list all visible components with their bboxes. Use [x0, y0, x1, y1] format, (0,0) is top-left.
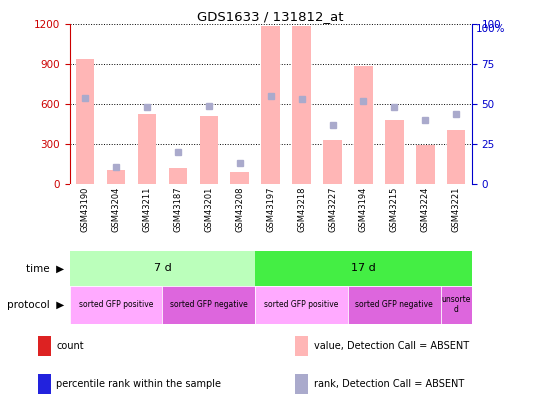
Text: 17 d: 17 d [351, 263, 376, 273]
Text: GSM43221: GSM43221 [452, 186, 461, 232]
Text: time  ▶: time ▶ [26, 263, 64, 273]
Bar [70, 251, 255, 286]
Text: GSM43194: GSM43194 [359, 186, 368, 232]
Bar [70, 286, 162, 324]
Bar [295, 335, 308, 356]
Bar [262, 26, 280, 184]
Text: protocol  ▶: protocol ▶ [7, 300, 64, 310]
Bar [107, 170, 125, 184]
Text: GSM43204: GSM43204 [111, 186, 121, 232]
Bar [441, 286, 472, 324]
Text: GSM43201: GSM43201 [204, 186, 213, 232]
Bar [385, 120, 404, 184]
Text: GSM43190: GSM43190 [80, 186, 90, 232]
Title: GDS1633 / 131812_at: GDS1633 / 131812_at [197, 10, 344, 23]
Bar [348, 286, 441, 324]
Text: GSM43227: GSM43227 [328, 186, 337, 232]
Text: GSM43218: GSM43218 [297, 186, 306, 232]
Bar [169, 168, 187, 184]
Text: GSM43208: GSM43208 [235, 186, 244, 232]
Bar [38, 335, 51, 356]
Bar [255, 251, 472, 286]
Text: GSM43211: GSM43211 [143, 186, 152, 232]
Bar [38, 374, 51, 394]
Bar [199, 116, 218, 184]
Bar [230, 172, 249, 184]
Text: count: count [56, 341, 84, 351]
Bar [292, 26, 311, 184]
Bar [255, 286, 348, 324]
Text: unsorte
d: unsorte d [442, 295, 471, 314]
Bar [76, 59, 94, 184]
Bar [354, 66, 373, 184]
Bar [323, 140, 342, 184]
Bar [447, 130, 465, 184]
Bar [162, 286, 255, 324]
Text: GSM43215: GSM43215 [390, 186, 399, 232]
Text: rank, Detection Call = ABSENT: rank, Detection Call = ABSENT [314, 379, 464, 389]
Text: percentile rank within the sample: percentile rank within the sample [56, 379, 221, 389]
Text: value, Detection Call = ABSENT: value, Detection Call = ABSENT [314, 341, 468, 351]
Bar [295, 374, 308, 394]
Text: sorted GFP positive: sorted GFP positive [264, 300, 339, 309]
Text: GSM43224: GSM43224 [421, 186, 430, 232]
Text: sorted GFP positive: sorted GFP positive [79, 300, 153, 309]
Bar [416, 145, 435, 184]
Text: GSM43187: GSM43187 [174, 186, 182, 232]
Text: GSM43197: GSM43197 [266, 186, 275, 232]
Text: 7 d: 7 d [154, 263, 172, 273]
Text: sorted GFP negative: sorted GFP negative [170, 300, 248, 309]
Text: 100%: 100% [476, 24, 505, 34]
Text: sorted GFP negative: sorted GFP negative [355, 300, 433, 309]
Bar [138, 114, 157, 184]
